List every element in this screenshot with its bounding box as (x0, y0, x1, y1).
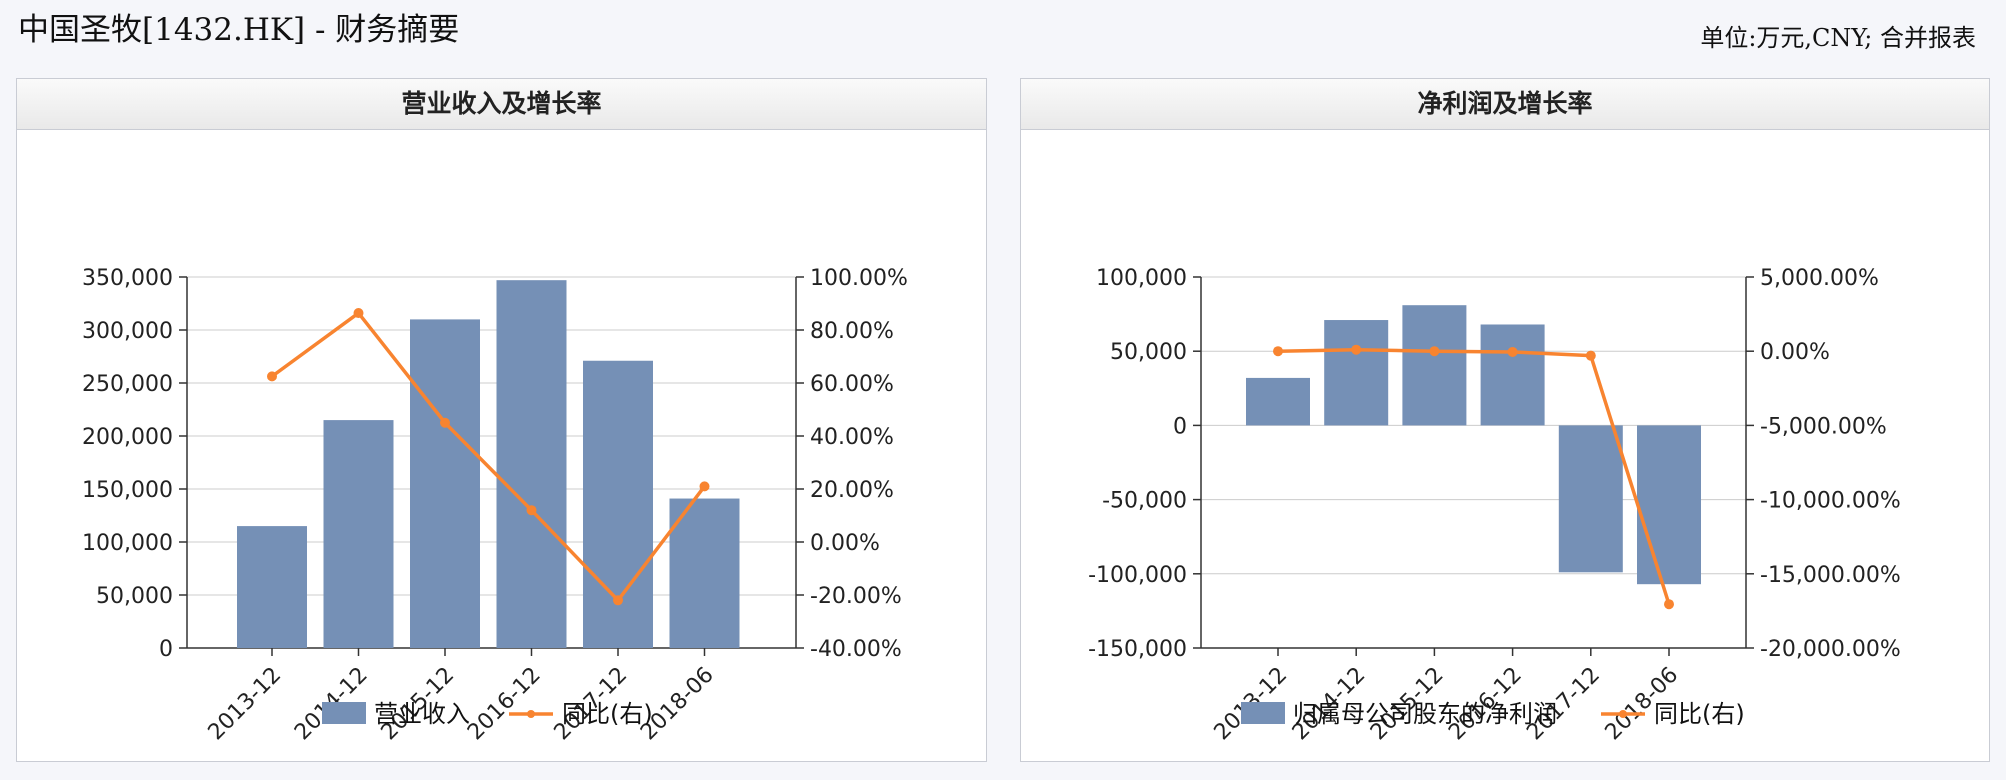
left-axis-tick-label: 250,000 (82, 372, 173, 397)
bar (1324, 320, 1389, 426)
right-axis-tick-label: -10,000.00% (1760, 489, 1901, 514)
net-profit-chart-title: 净利润及增长率 (1021, 79, 1989, 130)
growth-point (1429, 346, 1440, 357)
left-axis-tick-label: 100,000 (82, 531, 173, 556)
legend-bar-label: 营业收入 (374, 700, 470, 728)
bar (1637, 425, 1701, 585)
growth-point (440, 417, 450, 428)
growth-point (699, 481, 710, 492)
x-axis-tick-label: 2013-12 (204, 663, 287, 746)
right-axis-tick-label: 5,000.00% (1760, 266, 1879, 291)
growth-point (526, 505, 537, 516)
left-axis-tick-label: -100,000 (1088, 563, 1187, 588)
bar (1246, 377, 1310, 426)
legend-line-marker (527, 710, 535, 718)
legend-bar-swatch (322, 702, 366, 724)
right-axis-tick-label: -20,000.00% (1760, 637, 1901, 662)
revenue-panel: 营业收入及增长率 350,000 100.00% 300,000 80.00% 250,… (16, 78, 987, 762)
x-axis-tick-label: 2016-12 (463, 663, 546, 746)
right-axis-tick-label: 20.00% (810, 478, 894, 503)
growth-point (353, 308, 364, 319)
growth-point (1664, 599, 1674, 610)
bar (669, 498, 740, 648)
net-profit-chart: 100,000 5,000.00% 50,000 0.00% 0 -5,000.00% -5… (1088, 266, 1901, 745)
left-axis-tick-label: 350,000 (82, 266, 173, 291)
bar (323, 420, 394, 648)
right-axis-tick-label: 0.00% (1760, 340, 1830, 365)
right-axis-tick-label: -40.00% (810, 637, 902, 662)
bar (237, 526, 307, 648)
growth-line (270, 311, 706, 603)
right-axis-tick-label: -20.00% (810, 584, 902, 609)
right-axis-tick-label: -15,000.00% (1760, 563, 1901, 588)
left-axis-tick-label: -50,000 (1102, 489, 1187, 514)
bar (1558, 425, 1623, 573)
growth-point (1273, 346, 1283, 357)
legend-bar-swatch (1241, 702, 1285, 724)
page-title: 中国圣牧[1432.HK] - 财务摘要 (18, 12, 460, 48)
growth-point (1351, 344, 1362, 355)
growth-point (1585, 350, 1596, 361)
bar (1402, 305, 1467, 426)
left-axis-tick-label: 200,000 (82, 425, 173, 450)
legend-bar-label: 归属母公司股东的净利润 (1293, 700, 1557, 728)
right-axis-tick-label: -5,000.00% (1760, 414, 1887, 439)
left-axis-tick-label: 100,000 (1096, 266, 1187, 291)
legend-line-label: 同比(右) (562, 700, 653, 728)
revenue-chart-title: 营业收入及增长率 (17, 79, 986, 130)
left-axis-tick-label: 150,000 (82, 478, 173, 503)
left-axis-tick-label: 50,000 (1110, 340, 1187, 365)
legend-line-label: 同比(右) (1654, 700, 1745, 728)
bar (1480, 324, 1545, 426)
growth-line (1277, 347, 1671, 605)
right-axis-tick-label: 100.00% (810, 266, 908, 291)
left-axis-tick-label: 0 (1173, 414, 1187, 439)
bar (410, 319, 480, 648)
unit-note: 单位:万元,CNY; 合并报表 (1700, 24, 1976, 52)
left-axis-tick-label: -150,000 (1088, 637, 1187, 662)
bar (496, 280, 567, 648)
growth-point (613, 595, 623, 606)
net-profit-panel: 净利润及增长率 100,000 5,000.00% 50,000 0.00% 0 -5,0… (1020, 78, 1990, 762)
left-axis-tick-label: 0 (159, 637, 173, 662)
revenue-chart: 350,000 100.00% 300,000 80.00% 250,000 60.00%… (82, 266, 908, 746)
right-axis-tick-label: 80.00% (810, 319, 894, 344)
growth-point (1507, 346, 1518, 357)
right-axis-tick-label: 0.00% (810, 531, 880, 556)
growth-point (267, 371, 277, 382)
left-axis-tick-label: 50,000 (96, 584, 173, 609)
right-axis-tick-label: 40.00% (810, 425, 894, 450)
left-axis-tick-label: 300,000 (82, 319, 173, 344)
legend-line-marker (1619, 710, 1627, 718)
right-axis-tick-label: 60.00% (810, 372, 894, 397)
